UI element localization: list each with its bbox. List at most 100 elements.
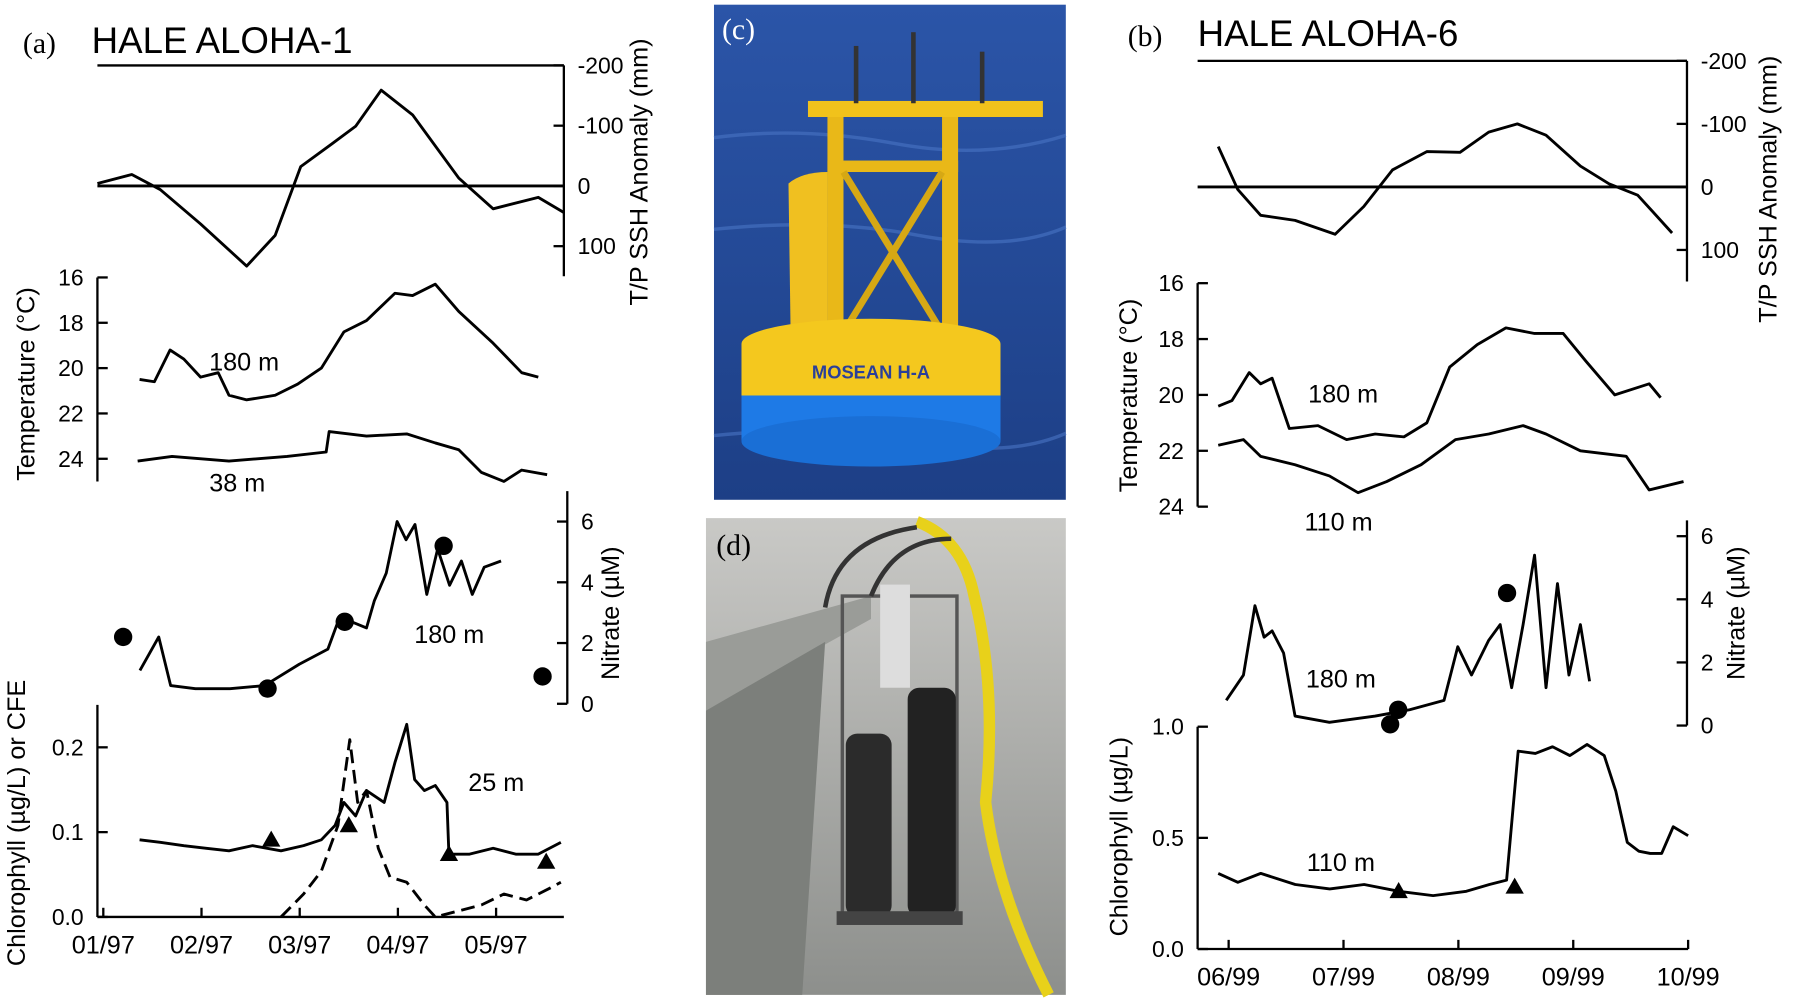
y-tick-label: 24 bbox=[58, 446, 84, 472]
data-line bbox=[138, 520, 502, 691]
triangle-marker bbox=[439, 845, 459, 862]
data-line bbox=[1216, 122, 1674, 236]
photo-label: (c) bbox=[722, 13, 755, 46]
circle-marker bbox=[1389, 700, 1408, 719]
y-tick-label: 4 bbox=[1701, 586, 1714, 612]
triangle-marker bbox=[537, 852, 556, 869]
triangle-marker bbox=[262, 830, 281, 847]
y-tick-label: 6 bbox=[1701, 523, 1714, 549]
data-line bbox=[97, 88, 565, 268]
subplot: 16 18 20 22 24 Temperature (°C) 180 m 38 m bbox=[12, 264, 548, 498]
y-tick-label: 22 bbox=[1158, 438, 1183, 464]
series-label: 25 m bbox=[468, 769, 524, 797]
series-label: 38 m bbox=[209, 470, 265, 498]
series-label: 110 m bbox=[1307, 849, 1375, 877]
data-line bbox=[279, 738, 562, 919]
y-axis-label: Chlorophyll (µg/L) bbox=[1106, 737, 1134, 936]
y-tick-label: -100 bbox=[1701, 111, 1747, 137]
y-tick-label: -100 bbox=[578, 113, 624, 139]
y-tick-label: 0.2 bbox=[52, 734, 84, 760]
circle-marker bbox=[533, 667, 552, 686]
y-tick-label: 0.1 bbox=[52, 819, 84, 845]
y-tick-label: 0.0 bbox=[52, 904, 84, 930]
circle-marker bbox=[1497, 583, 1517, 603]
y-axis-label: T/P SSH Anomaly (mm) bbox=[626, 38, 654, 305]
y-tick-label: 4 bbox=[581, 569, 594, 595]
y-axis-label: Nitrate (µM) bbox=[1722, 546, 1750, 680]
y-tick-label: 0 bbox=[1701, 713, 1714, 739]
y-tick-label: 6 bbox=[581, 509, 594, 535]
y-tick-label: 2 bbox=[581, 630, 594, 656]
triangle-marker bbox=[339, 816, 358, 833]
circle-marker bbox=[434, 536, 453, 556]
buoy-lettering: MOSEAN H-A bbox=[812, 361, 930, 382]
y-tick-label: 24 bbox=[1158, 494, 1184, 520]
y-axis-label: Temperature (°C) bbox=[12, 287, 40, 481]
circle-marker bbox=[335, 612, 354, 631]
y-tick-label: 0 bbox=[578, 173, 591, 199]
y-tick-label: 0 bbox=[1701, 174, 1714, 200]
y-tick-label: 18 bbox=[58, 310, 83, 336]
circle-marker bbox=[113, 627, 133, 647]
x-tick-label: 07/99 bbox=[1312, 964, 1375, 992]
y-tick-label: 16 bbox=[58, 264, 83, 290]
y-tick-label: 22 bbox=[58, 400, 83, 426]
y-axis-label: T/P SSH Anomaly (mm) bbox=[1754, 56, 1782, 323]
data-line bbox=[139, 722, 562, 856]
y-axis-label: Nitrate (µM) bbox=[597, 546, 625, 680]
y-tick-label: 20 bbox=[1158, 382, 1183, 408]
panel-title: HALE ALOHA-6 bbox=[1198, 13, 1459, 54]
series-label: 180 m bbox=[1306, 666, 1376, 694]
y-tick-label: 16 bbox=[1158, 270, 1183, 296]
subplot: 0.0 0.5 1.0 06/99 07/99 08/99 09/99 10/99 Chloro… bbox=[1106, 714, 1720, 992]
y-tick-label: 2 bbox=[1701, 649, 1714, 675]
panel-title: HALE ALOHA-1 bbox=[92, 20, 353, 61]
y-tick-label: 100 bbox=[578, 233, 616, 259]
x-tick-label: 08/99 bbox=[1427, 964, 1490, 992]
subplot: 0.0 0.1 0.2 01/97 02/97 03/97 04/97 05/97 Chloro… bbox=[3, 680, 564, 966]
subplot: -200 -100 0 100 T/P SSH Anomaly (mm) bbox=[1197, 48, 1782, 323]
series-label: 180 m bbox=[209, 348, 279, 376]
x-tick-label: 03/97 bbox=[268, 932, 331, 960]
subplot: 0 2 4 6 Nitrate (µM) 180 m bbox=[1225, 520, 1750, 739]
y-tick-label: -200 bbox=[578, 52, 624, 78]
x-tick-label: 09/99 bbox=[1542, 964, 1605, 992]
panel-label: (a) bbox=[23, 27, 56, 60]
y-tick-label: -200 bbox=[1701, 48, 1747, 74]
y-tick-label: 20 bbox=[58, 355, 83, 381]
panel-label: (b) bbox=[1128, 20, 1163, 53]
photo-label: (d) bbox=[716, 529, 751, 562]
data-line bbox=[1217, 326, 1662, 442]
x-tick-label: 04/97 bbox=[366, 932, 429, 960]
y-tick-label: 1.0 bbox=[1152, 714, 1184, 740]
y-axis-label: Temperature (°C) bbox=[1115, 299, 1143, 493]
subplot: 16 18 20 22 24 Temperature (°C) 180 m 110 m bbox=[1115, 270, 1684, 537]
x-tick-label: 10/99 bbox=[1657, 964, 1720, 992]
data-line bbox=[139, 282, 539, 402]
series-label: 180 m bbox=[1308, 380, 1378, 408]
circle-marker bbox=[1380, 715, 1400, 734]
circle-marker bbox=[258, 679, 277, 698]
triangle-marker bbox=[1389, 882, 1408, 899]
series-label: 110 m bbox=[1304, 509, 1372, 537]
x-tick-label: 05/97 bbox=[465, 932, 528, 960]
photo-instrument: (d) bbox=[705, 516, 1066, 998]
series-label: 180 m bbox=[414, 621, 484, 649]
y-tick-label: 18 bbox=[1158, 326, 1183, 352]
y-tick-label: 0.0 bbox=[1152, 936, 1184, 962]
data-line bbox=[137, 430, 548, 483]
photo-buoy: (c) MOSEAN H-A bbox=[713, 4, 1067, 500]
data-line bbox=[1217, 743, 1689, 898]
y-tick-label: 100 bbox=[1701, 237, 1739, 263]
data-line bbox=[1225, 553, 1591, 724]
x-tick-label: 02/97 bbox=[170, 932, 233, 960]
data-line bbox=[1217, 424, 1684, 495]
triangle-marker bbox=[1505, 877, 1524, 894]
x-tick-label: 01/97 bbox=[72, 932, 135, 960]
y-tick-label: 0.5 bbox=[1152, 825, 1184, 851]
y-axis-label: Chlorophyll (µg/L) or CFE bbox=[3, 680, 31, 966]
subplot: -200 -100 0 100 T/P SSH Anomaly (mm) bbox=[97, 38, 654, 306]
